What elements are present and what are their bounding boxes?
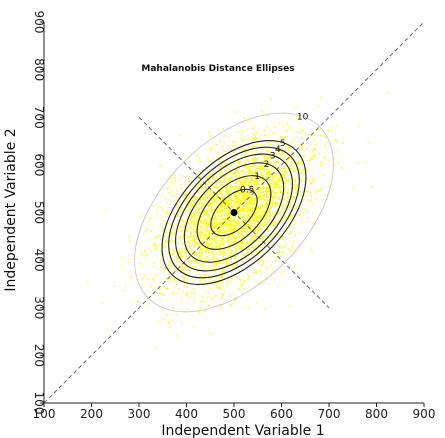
y-tick-label-500: 500	[32, 201, 46, 224]
ellipse-0-5	[210, 188, 258, 237]
ellipse-1	[196, 175, 272, 250]
y-tick-label-200: 200	[32, 344, 46, 367]
ellipse-5	[161, 139, 307, 286]
x-tick-label-100: 100	[33, 407, 56, 421]
ellipse-10	[134, 112, 334, 313]
ellipse-label-0-5: 0.5	[240, 185, 254, 195]
y-tick-label-400: 400	[32, 249, 46, 272]
ellipse-label-2: 2	[264, 160, 270, 170]
ellipse-4	[168, 146, 300, 279]
scatter-point-cloud	[87, 92, 389, 348]
x-tick-label-600: 600	[270, 407, 293, 421]
ellipse-3	[175, 153, 293, 272]
ellipse-label-3: 3	[270, 152, 276, 162]
centroid	[230, 209, 238, 216]
x-tick-label-400: 400	[175, 407, 198, 421]
x-tick-label-700: 700	[318, 407, 341, 421]
chart-title: Mahalanobis Distance Ellipses	[141, 64, 294, 74]
y-tick-label-900: 900	[32, 11, 46, 34]
y-tick-label-100: 100	[32, 392, 46, 415]
centroid-point	[230, 209, 238, 216]
x-tick-label-200: 200	[80, 407, 103, 421]
x-axis-label: Independent Variable 1	[161, 423, 324, 438]
axes: 100 200 300 400 500 600 700 800 900 100 200 300 400 5…	[32, 11, 435, 421]
ellipse-label-1: 1	[254, 172, 260, 182]
y-tick-label-300: 300	[32, 296, 46, 319]
y-tick-label-700: 700	[32, 106, 46, 129]
ellipse-2	[183, 162, 285, 263]
y-axis-label: Independent Variable 2	[3, 128, 19, 291]
x-tick-label-900: 900	[413, 407, 436, 421]
y-tick-label-800: 800	[32, 58, 46, 81]
x-tick-label-500: 500	[223, 407, 246, 421]
scatter-points	[87, 92, 389, 348]
y-tick-label-600: 600	[32, 153, 46, 176]
x-tick-label-800: 800	[365, 407, 388, 421]
ellipse-label-5: 5	[280, 139, 286, 149]
ellipse-label-4: 4	[275, 145, 281, 155]
x-tick-label-300: 300	[128, 407, 151, 421]
ellipse-label-10: 10	[297, 113, 309, 123]
